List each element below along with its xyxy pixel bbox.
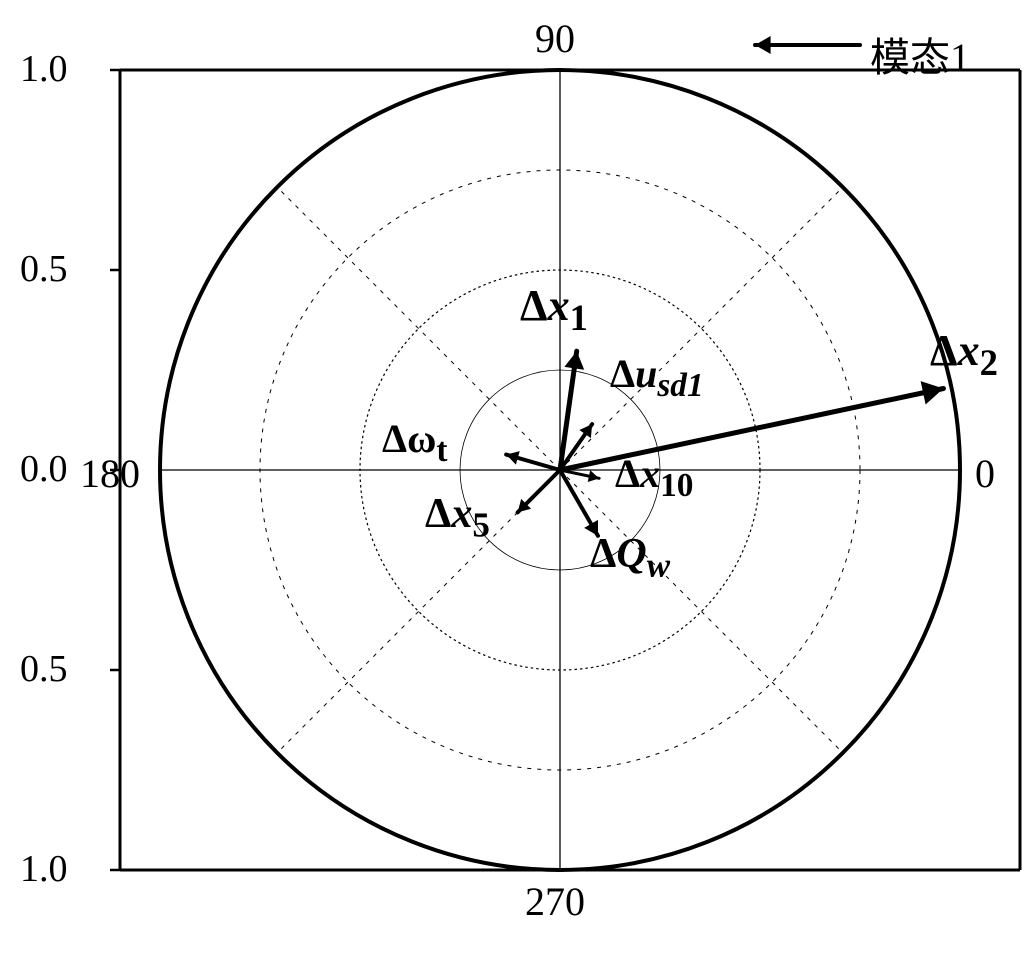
polar-mode-shape-diagram: { "canvas": { "width": 1030, "height": 9… xyxy=(0,0,1030,959)
ytick-label: 0.5 xyxy=(20,247,68,291)
angle-label-90: 90 xyxy=(535,15,575,62)
polar-plot-svg xyxy=(0,0,1030,959)
vector-label-dusd1: Δusd1 xyxy=(610,350,704,405)
ytick-label: 0.0 xyxy=(20,447,68,491)
vector-label-dx2: Δx2 xyxy=(930,325,998,384)
vector-label-dx10: Δx10 xyxy=(615,450,693,505)
ytick-label: 1.0 xyxy=(20,47,68,91)
vector-label-dwt: Δωt xyxy=(382,415,447,470)
angle-label-270: 270 xyxy=(525,878,585,925)
ytick-label: 1.0 xyxy=(20,847,68,891)
ytick-label: 0.5 xyxy=(20,647,68,691)
angle-label-180: 180 xyxy=(80,450,140,497)
vector-label-dx1: Δx1 xyxy=(520,280,588,339)
angle-label-0: 0 xyxy=(975,450,995,497)
vector-label-dx5: Δx5 xyxy=(425,490,490,545)
legend-mode-1: 模态1 xyxy=(870,25,970,83)
vector-label-dQw: ΔQw xyxy=(590,530,670,585)
